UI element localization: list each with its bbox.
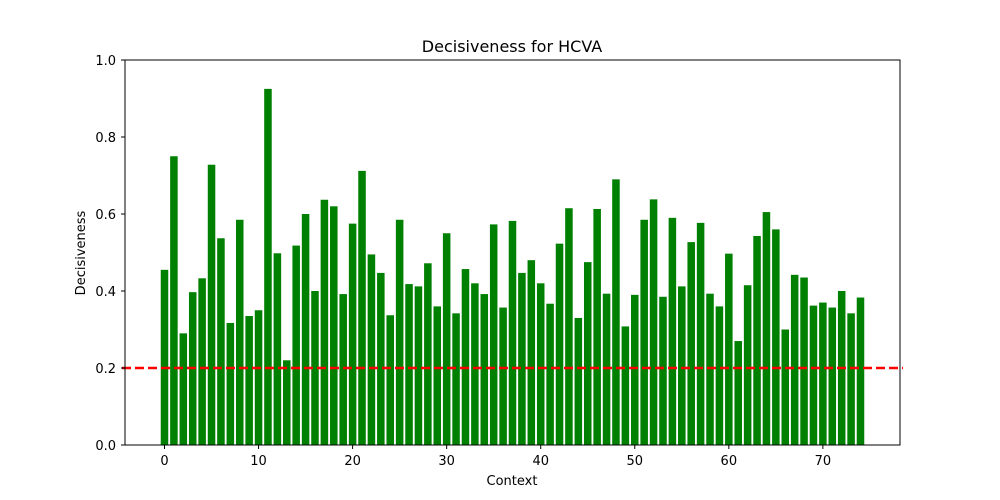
x-tick-label: 30	[438, 454, 455, 469]
bar-context-34	[480, 294, 489, 445]
bar-context-41	[546, 303, 554, 445]
bar-context-9	[245, 316, 253, 445]
bar-context-0	[160, 269, 169, 445]
bar-context-25	[395, 219, 404, 445]
bar-context-64	[762, 212, 771, 445]
bar-context-53	[659, 296, 667, 445]
bar-context-54	[668, 217, 677, 445]
bar-context-56	[687, 242, 695, 445]
bar-context-22	[367, 254, 376, 445]
bar-context-40	[536, 283, 545, 445]
bar-context-26	[405, 284, 413, 445]
bar-context-28	[424, 263, 432, 445]
bar-context-38	[518, 272, 526, 445]
bar-context-15	[301, 214, 310, 445]
bar-context-47	[602, 293, 611, 445]
bar-context-68	[800, 277, 808, 445]
bar-context-16	[311, 291, 319, 445]
x-tick-label: 70	[815, 454, 832, 469]
y-axis-ticks: 0.0 0.2 0.4 0.6 0.8 1.0	[95, 54, 125, 454]
y-tick-label: 0.0	[95, 439, 116, 454]
bar-context-29	[433, 306, 442, 445]
bar-context-18	[330, 206, 338, 445]
bar-context-66	[781, 329, 790, 445]
y-tick-label: 0.2	[95, 362, 116, 377]
y-tick-label: 0.4	[95, 285, 116, 300]
bar-context-73	[847, 313, 855, 445]
bar-context-32	[461, 269, 470, 445]
x-tick-label: 20	[344, 454, 361, 469]
bar-context-14	[292, 245, 300, 445]
bar-context-63	[753, 235, 761, 445]
bars-group	[160, 88, 865, 445]
bar-context-61	[734, 341, 742, 445]
bar-context-71	[828, 307, 837, 445]
bar-context-36	[499, 307, 507, 445]
bar-context-24	[386, 315, 394, 445]
bar-context-5	[207, 164, 216, 445]
bar-context-7	[226, 322, 235, 445]
bar-context-33	[471, 283, 479, 445]
bar-context-67	[790, 274, 799, 445]
bar-context-39	[527, 260, 536, 445]
bar-context-58	[706, 293, 714, 445]
bar-context-30	[442, 233, 451, 445]
bar-context-51	[640, 219, 648, 445]
bar-context-52	[649, 199, 658, 445]
x-axis-ticks: 0 10 20 30 40 50 60 70	[160, 445, 831, 469]
bar-context-8	[235, 219, 244, 445]
bar-context-48	[612, 179, 620, 445]
bar-context-59	[715, 306, 724, 445]
bar-context-42	[555, 243, 564, 445]
bar-context-12	[273, 253, 282, 445]
bar-context-60	[725, 253, 733, 445]
bar-context-49	[621, 326, 630, 445]
x-tick-label: 40	[532, 454, 549, 469]
bar-context-21	[358, 170, 366, 445]
bar-context-6	[217, 238, 225, 445]
bar-context-19	[339, 294, 347, 445]
bar-context-23	[377, 272, 385, 445]
bar-context-20	[348, 223, 357, 445]
bar-context-43	[565, 208, 573, 445]
bar-context-1	[170, 156, 178, 445]
bar-context-69	[809, 305, 818, 445]
bar-context-57	[696, 222, 705, 445]
bar-context-44	[574, 317, 583, 445]
bar-context-65	[772, 229, 780, 445]
bar-context-70	[819, 302, 827, 445]
x-tick-label: 10	[250, 454, 267, 469]
plot-area-frame	[124, 59, 901, 446]
bar-context-35	[489, 224, 498, 445]
bar-context-17	[320, 199, 329, 445]
y-tick-label: 0.6	[95, 208, 116, 223]
bar-context-31	[452, 313, 460, 445]
y-axis-label: Decisiveness	[74, 210, 89, 295]
chart-title: Decisiveness for HCVA	[422, 37, 602, 56]
bar-context-62	[743, 285, 752, 445]
bar-context-27	[414, 286, 423, 445]
y-tick-label: 1.0	[95, 54, 116, 69]
bar-context-50	[631, 294, 639, 445]
bar-context-46	[593, 208, 601, 445]
x-tick-label: 50	[626, 454, 643, 469]
x-axis-label: Context	[487, 474, 538, 489]
bar-context-2	[179, 333, 188, 445]
bar-context-4	[198, 278, 206, 445]
bar-context-37	[508, 220, 517, 445]
bar-context-74	[856, 297, 865, 445]
x-tick-label: 0	[160, 454, 168, 469]
bar-context-13	[283, 360, 291, 445]
x-tick-label: 60	[721, 454, 738, 469]
bar-context-10	[254, 310, 263, 445]
bar-context-45	[583, 262, 592, 445]
y-tick-label: 0.8	[95, 131, 116, 146]
bar-context-55	[678, 286, 686, 445]
bar-context-11	[264, 88, 272, 445]
